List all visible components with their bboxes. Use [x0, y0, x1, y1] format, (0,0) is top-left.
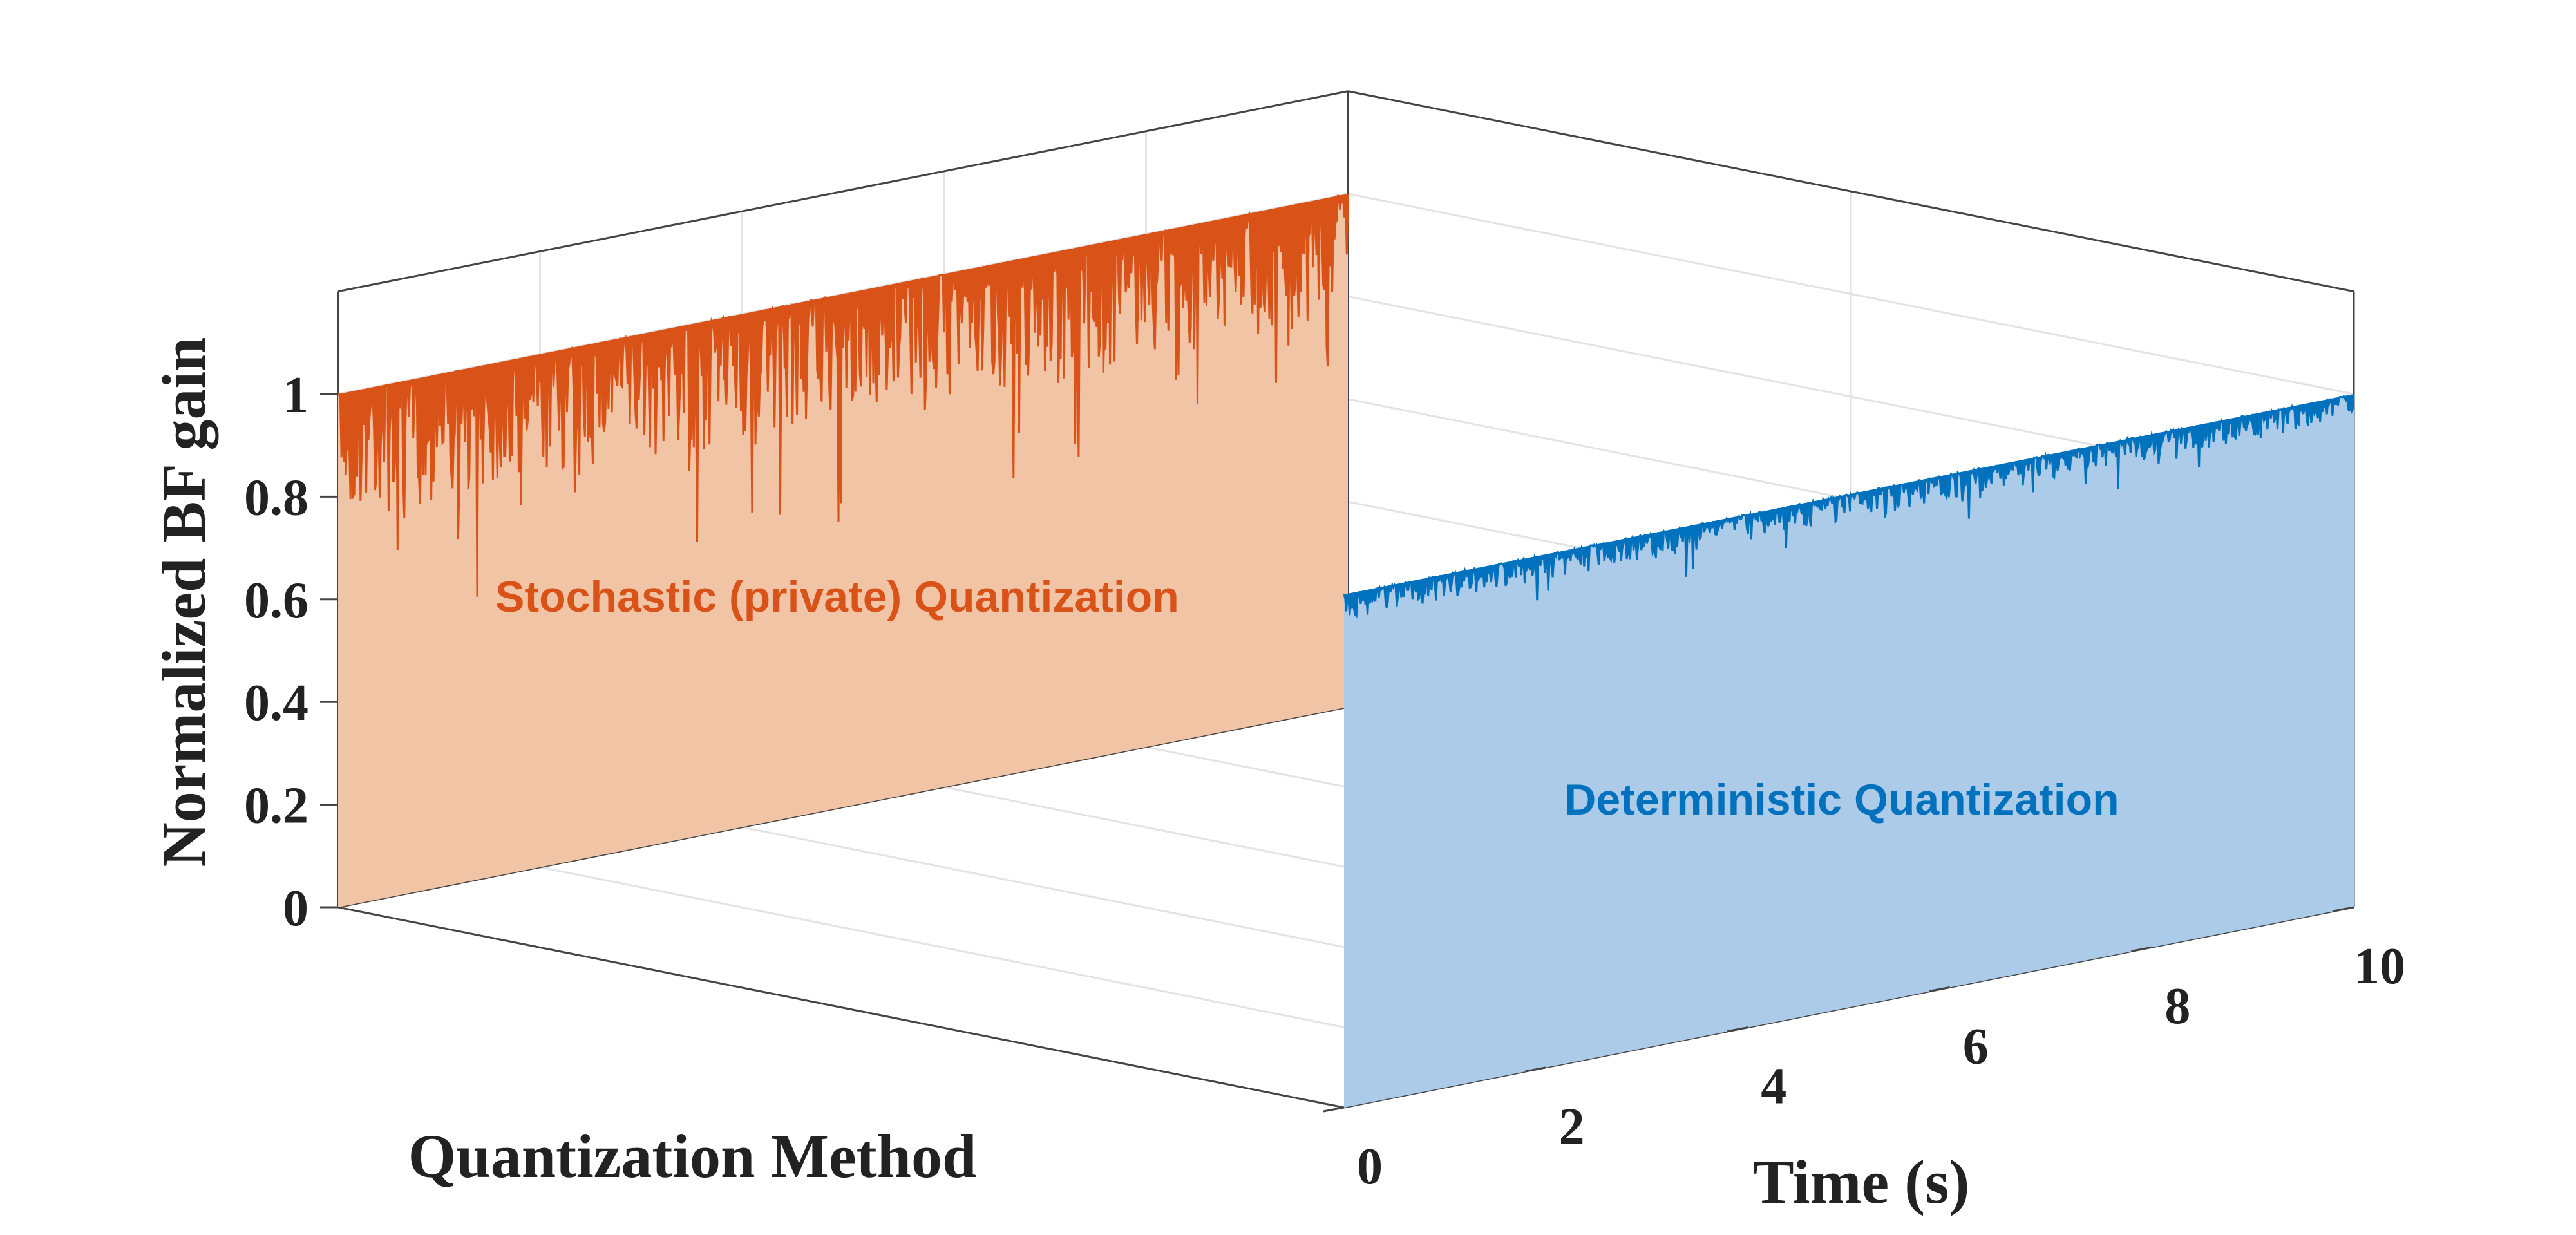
series-band-deterministic [1344, 394, 2354, 616]
x-tick-label: 8 [2164, 978, 2190, 1035]
series-label-deterministic: Deterministic Quantization [1564, 775, 2119, 824]
axis-edge-floor-front-left [337, 906, 1345, 1109]
x-tick-mark [1929, 986, 1951, 992]
axis-edge-top-right [1347, 90, 2354, 293]
y-tick-label: 0 [283, 880, 308, 937]
series-area-stochastic [338, 194, 1348, 907]
x-tick-label: 4 [1761, 1059, 1786, 1115]
labels-layer: Normalized BF gain Time (s) Quantization M… [149, 337, 2119, 1216]
series-line-stochastic [337, 193, 1349, 597]
x-tick-mark [1525, 1066, 1546, 1073]
y-tick-label: 0.4 [244, 675, 308, 731]
axis-edge-top-left [337, 90, 1349, 293]
x-tick-label: 0 [1357, 1138, 1383, 1195]
x-tick-mark [2131, 946, 2152, 952]
y-tick-label: 0.8 [244, 469, 308, 526]
y-tick-label: 1 [283, 367, 308, 424]
x-tick-label: 2 [1559, 1098, 1585, 1155]
series-layer [337, 193, 2355, 1108]
depth-axis-title: Quantization Method [408, 1122, 977, 1191]
x-tick-mark [2333, 906, 2354, 912]
series-line-deterministic [1343, 393, 2355, 619]
x-axis-title: Time (s) [1753, 1147, 1970, 1216]
x-tick-mark [1727, 1026, 1748, 1033]
x-tick-label: 10 [2354, 938, 2405, 995]
y-axis-title: Normalized BF gain [149, 337, 218, 867]
series-label-stochastic: Stochastic (private) Quantization [495, 572, 1179, 621]
series-area-deterministic [1344, 394, 2354, 1108]
y-tick-label: 0.6 [244, 572, 308, 629]
x-tick-mark [1323, 1106, 1345, 1113]
y-tick-label: 0.2 [244, 778, 308, 834]
x-tick-label: 6 [1963, 1018, 1989, 1075]
